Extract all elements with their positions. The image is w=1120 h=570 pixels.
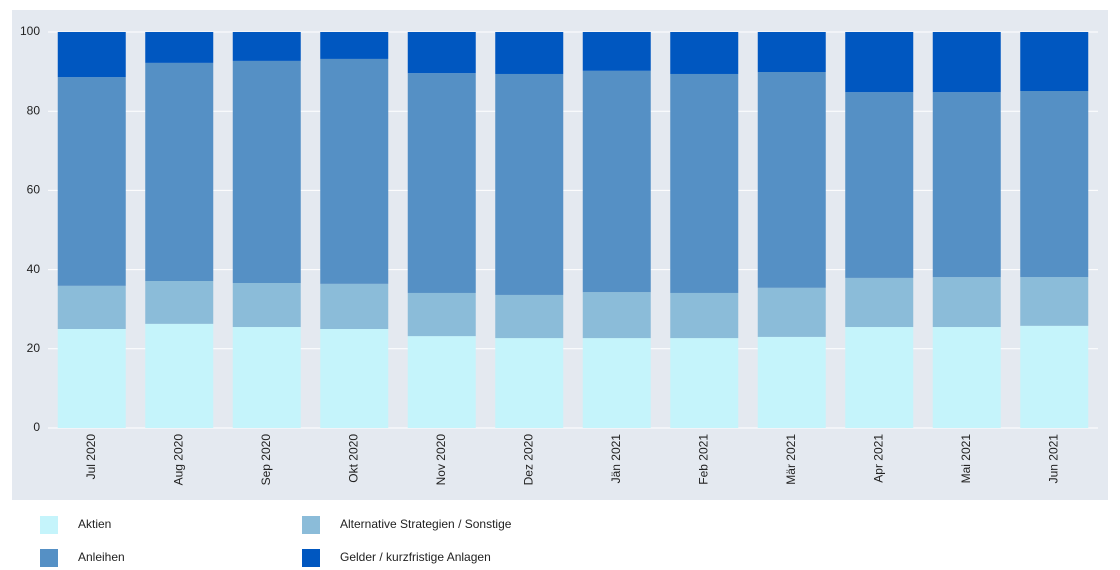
bar-segment xyxy=(670,338,739,428)
legend-label: Aktien xyxy=(78,517,111,531)
bar-segment xyxy=(845,327,914,428)
bar-segment xyxy=(1020,32,1089,92)
x-tick-label: Jun 2021 xyxy=(1046,434,1060,484)
bar-segment xyxy=(845,277,914,328)
bar-segment xyxy=(57,77,126,286)
bar-segment xyxy=(670,292,739,339)
legend-label: Alternative Strategien / Sonstige xyxy=(340,517,512,531)
bar-segment xyxy=(57,32,126,78)
bar-segment xyxy=(495,294,564,339)
bar-segment xyxy=(320,58,389,284)
legend-swatch xyxy=(40,549,58,567)
y-tick-label: 20 xyxy=(27,341,41,355)
x-tick-label: Jän 2021 xyxy=(609,434,623,484)
bar-segment xyxy=(1020,277,1089,326)
bar-segment xyxy=(495,32,564,74)
bar-segment xyxy=(757,71,826,288)
x-tick-label: Dez 2020 xyxy=(521,434,535,486)
legend-swatch xyxy=(40,516,58,534)
bar-segment xyxy=(57,285,126,329)
bar-segment xyxy=(932,92,1001,278)
bar-segment xyxy=(232,32,301,61)
bar-segment xyxy=(407,32,476,74)
x-tick-label: Mär 2021 xyxy=(784,434,798,485)
bar-segment xyxy=(145,323,214,428)
bar-segment xyxy=(407,336,476,428)
bar-segment xyxy=(145,62,214,282)
x-tick-label: Okt 2020 xyxy=(346,434,360,483)
bar-segment xyxy=(320,329,389,428)
bar-segment xyxy=(1020,325,1089,428)
bar-segment xyxy=(582,292,651,339)
bar-segment xyxy=(407,292,476,337)
bar-segment xyxy=(670,32,739,74)
x-tick-label: Jul 2020 xyxy=(84,434,98,480)
bar-segment xyxy=(232,327,301,428)
bar-segment xyxy=(1020,91,1089,278)
legend-label: Gelder / kurzfristige Anlagen xyxy=(340,550,491,564)
bar-segment xyxy=(232,60,301,284)
bar-segment xyxy=(582,32,651,71)
y-tick-label: 40 xyxy=(27,262,41,276)
x-tick-label: Nov 2020 xyxy=(434,434,448,486)
y-tick-label: 100 xyxy=(20,24,40,38)
legend-swatch xyxy=(302,516,320,534)
bar-segment xyxy=(757,32,826,72)
legend-label: Anleihen xyxy=(78,550,125,564)
bar-segment xyxy=(582,338,651,428)
x-tick-label: Aug 2020 xyxy=(171,434,185,486)
bar-segment xyxy=(320,32,389,59)
x-tick-label: Mai 2021 xyxy=(959,434,973,484)
bar-segment xyxy=(670,73,739,293)
bar-segment xyxy=(932,327,1001,428)
x-tick-label: Sep 2020 xyxy=(259,434,273,486)
bar-segment xyxy=(57,329,126,428)
y-tick-label: 60 xyxy=(27,183,41,197)
y-tick-label: 0 xyxy=(33,420,40,434)
bar-segment xyxy=(757,287,826,337)
bar-segment xyxy=(145,32,214,63)
bar-segment xyxy=(495,73,564,295)
x-tick-label: Feb 2021 xyxy=(696,434,710,485)
bar-segment xyxy=(757,336,826,428)
bar-segment xyxy=(407,73,476,293)
bar-segment xyxy=(320,283,389,329)
legend-swatch xyxy=(302,549,320,567)
y-tick-label: 80 xyxy=(27,103,41,117)
bar-segment xyxy=(845,92,914,278)
bar-segment xyxy=(582,70,651,293)
x-tick-label: Apr 2021 xyxy=(871,434,885,483)
bar-segment xyxy=(145,281,214,324)
bar-segment xyxy=(845,32,914,93)
bar-segment xyxy=(495,338,564,428)
bar-segment xyxy=(932,277,1001,328)
bar-segment xyxy=(232,283,301,328)
bar-segment xyxy=(932,32,1001,93)
